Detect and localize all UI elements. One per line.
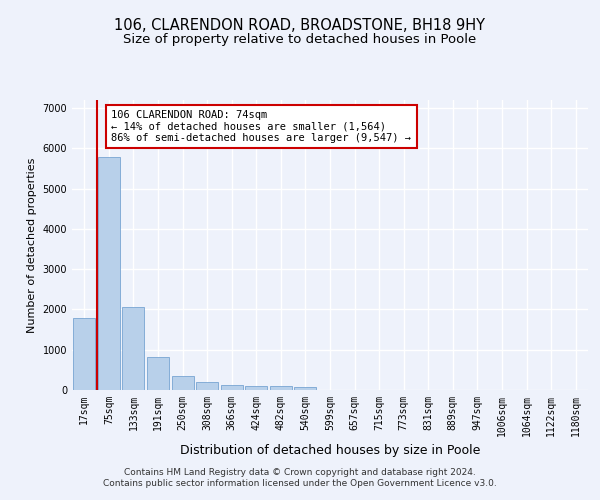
Bar — [147, 357, 169, 390]
Bar — [196, 382, 218, 390]
Bar — [270, 386, 292, 390]
Bar — [221, 385, 243, 390]
Y-axis label: Number of detached properties: Number of detached properties — [27, 158, 37, 332]
Bar — [122, 307, 145, 390]
Bar — [73, 318, 95, 390]
Text: 106 CLARENDON ROAD: 74sqm
← 14% of detached houses are smaller (1,564)
86% of se: 106 CLARENDON ROAD: 74sqm ← 14% of detac… — [112, 110, 412, 144]
Bar — [245, 386, 268, 390]
Text: Contains HM Land Registry data © Crown copyright and database right 2024.
Contai: Contains HM Land Registry data © Crown c… — [103, 468, 497, 487]
Bar — [172, 376, 194, 390]
X-axis label: Distribution of detached houses by size in Poole: Distribution of detached houses by size … — [180, 444, 480, 458]
Bar — [98, 157, 120, 390]
Text: 106, CLARENDON ROAD, BROADSTONE, BH18 9HY: 106, CLARENDON ROAD, BROADSTONE, BH18 9H… — [115, 18, 485, 32]
Text: Size of property relative to detached houses in Poole: Size of property relative to detached ho… — [124, 32, 476, 46]
Bar — [295, 387, 316, 390]
